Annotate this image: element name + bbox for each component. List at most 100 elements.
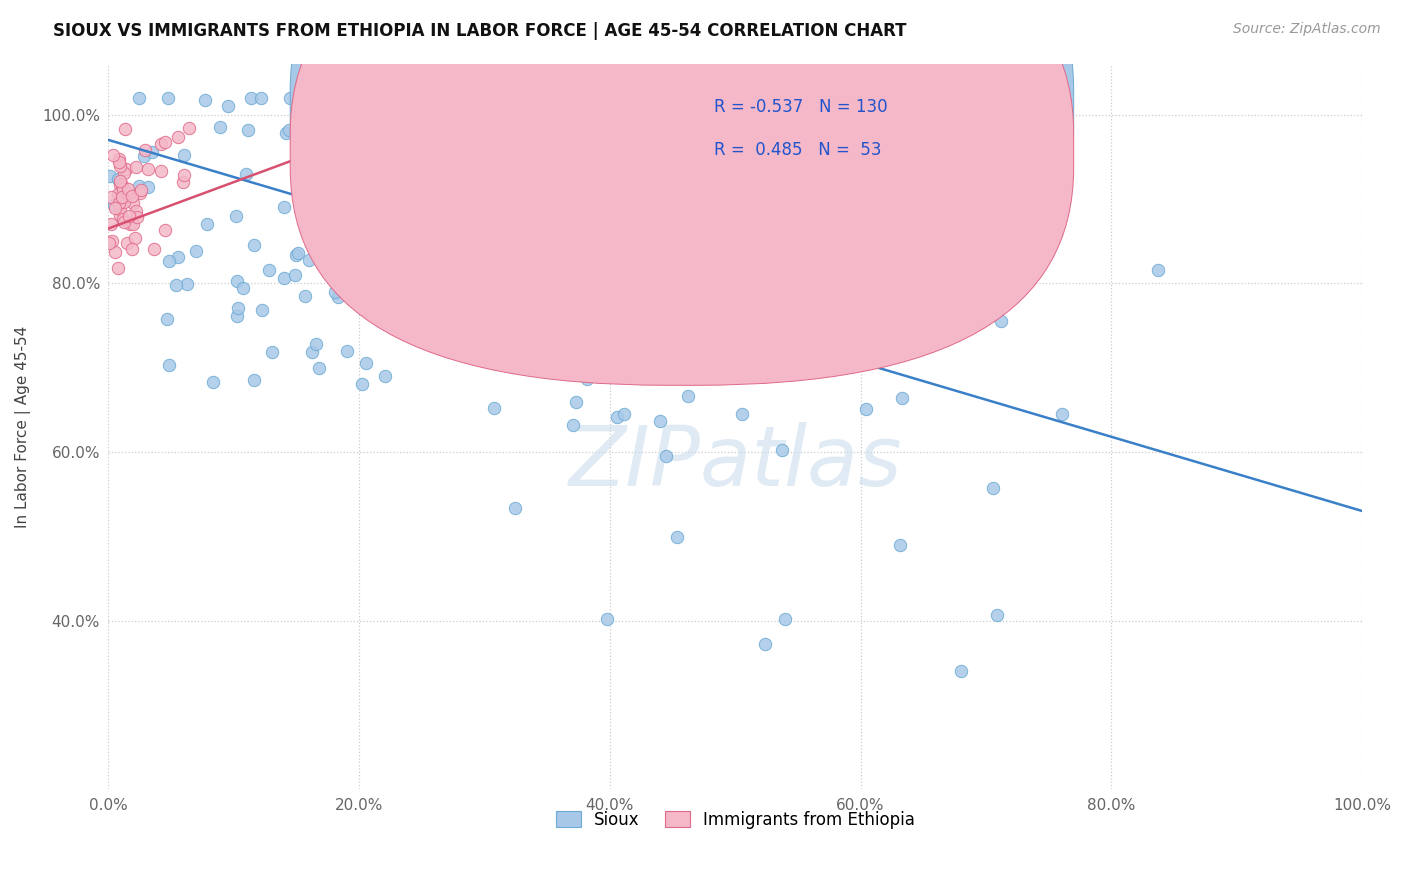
- Point: [754, 637, 776, 651]
- Point: [855, 402, 877, 417]
- Point: [367, 204, 389, 219]
- Point: [150, 163, 173, 178]
- Point: [112, 166, 135, 180]
- Point: [596, 612, 619, 626]
- Point: [167, 129, 190, 144]
- Point: [108, 178, 131, 193]
- Point: [294, 289, 316, 303]
- Point: [250, 91, 273, 105]
- Point: [561, 417, 583, 432]
- Point: [194, 93, 217, 107]
- Point: [111, 178, 134, 193]
- Point: [112, 194, 135, 209]
- Point: [981, 481, 1004, 495]
- Point: [173, 148, 195, 162]
- Point: [277, 123, 299, 137]
- Point: [104, 245, 127, 260]
- Point: [560, 283, 582, 297]
- Point: [633, 227, 655, 241]
- Point: [274, 127, 297, 141]
- Point: [378, 149, 401, 163]
- Point: [537, 334, 560, 349]
- Point: [356, 284, 378, 298]
- Point: [155, 135, 177, 149]
- Point: [543, 344, 565, 359]
- Point: [236, 123, 259, 137]
- Text: R =  0.485   N =  53: R = 0.485 N = 53: [714, 141, 882, 160]
- Point: [150, 137, 173, 152]
- Point: [173, 169, 195, 183]
- Point: [172, 175, 194, 189]
- Point: [825, 309, 848, 323]
- Point: [112, 215, 135, 229]
- Point: [136, 179, 159, 194]
- Point: [319, 259, 342, 273]
- Point: [1050, 407, 1073, 421]
- Point: [117, 186, 139, 201]
- Point: [1146, 263, 1168, 277]
- Point: [121, 242, 143, 256]
- Point: [360, 262, 382, 277]
- Point: [132, 149, 155, 163]
- FancyBboxPatch shape: [290, 0, 1074, 385]
- Point: [467, 210, 489, 224]
- Point: [225, 274, 247, 288]
- Point: [108, 196, 131, 211]
- Point: [770, 442, 793, 457]
- Point: [100, 217, 122, 231]
- Point: [990, 314, 1012, 328]
- Point: [111, 190, 134, 204]
- Point: [143, 242, 166, 256]
- Point: [323, 285, 346, 299]
- Point: [114, 122, 136, 136]
- Point: [350, 377, 373, 392]
- Point: [336, 344, 359, 359]
- Point: [502, 91, 524, 105]
- FancyBboxPatch shape: [290, 0, 1074, 342]
- Point: [209, 120, 232, 134]
- Point: [156, 312, 179, 326]
- Point: [125, 210, 148, 224]
- Point: [273, 200, 295, 214]
- Point: [108, 154, 131, 169]
- Point: [690, 323, 713, 337]
- Point: [773, 612, 796, 626]
- FancyBboxPatch shape: [648, 75, 998, 180]
- Point: [486, 348, 509, 362]
- Point: [121, 189, 143, 203]
- Point: [273, 270, 295, 285]
- Point: [607, 91, 630, 105]
- Point: [217, 99, 239, 113]
- Point: [686, 322, 709, 336]
- Point: [384, 161, 406, 176]
- Legend: Sioux, Immigrants from Ethiopia: Sioux, Immigrants from Ethiopia: [548, 804, 921, 835]
- Point: [678, 389, 700, 403]
- Point: [115, 161, 138, 176]
- Point: [356, 356, 378, 370]
- Point: [110, 188, 132, 202]
- Point: [328, 253, 350, 268]
- Point: [606, 409, 628, 424]
- Point: [396, 246, 419, 260]
- Point: [699, 220, 721, 235]
- Point: [808, 219, 831, 234]
- Point: [117, 181, 139, 195]
- Point: [731, 407, 754, 421]
- Point: [128, 178, 150, 193]
- Point: [202, 375, 225, 389]
- Point: [364, 210, 387, 224]
- Point: [226, 309, 249, 323]
- Point: [356, 186, 378, 201]
- Point: [797, 363, 820, 377]
- Point: [112, 212, 135, 227]
- Point: [110, 174, 132, 188]
- Point: [678, 330, 700, 344]
- Point: [167, 251, 190, 265]
- Text: ZIPatlas: ZIPatlas: [568, 423, 903, 503]
- Point: [118, 217, 141, 231]
- Point: [112, 182, 135, 196]
- Point: [225, 209, 247, 223]
- Point: [890, 391, 912, 405]
- Point: [354, 247, 377, 261]
- Point: [285, 248, 308, 262]
